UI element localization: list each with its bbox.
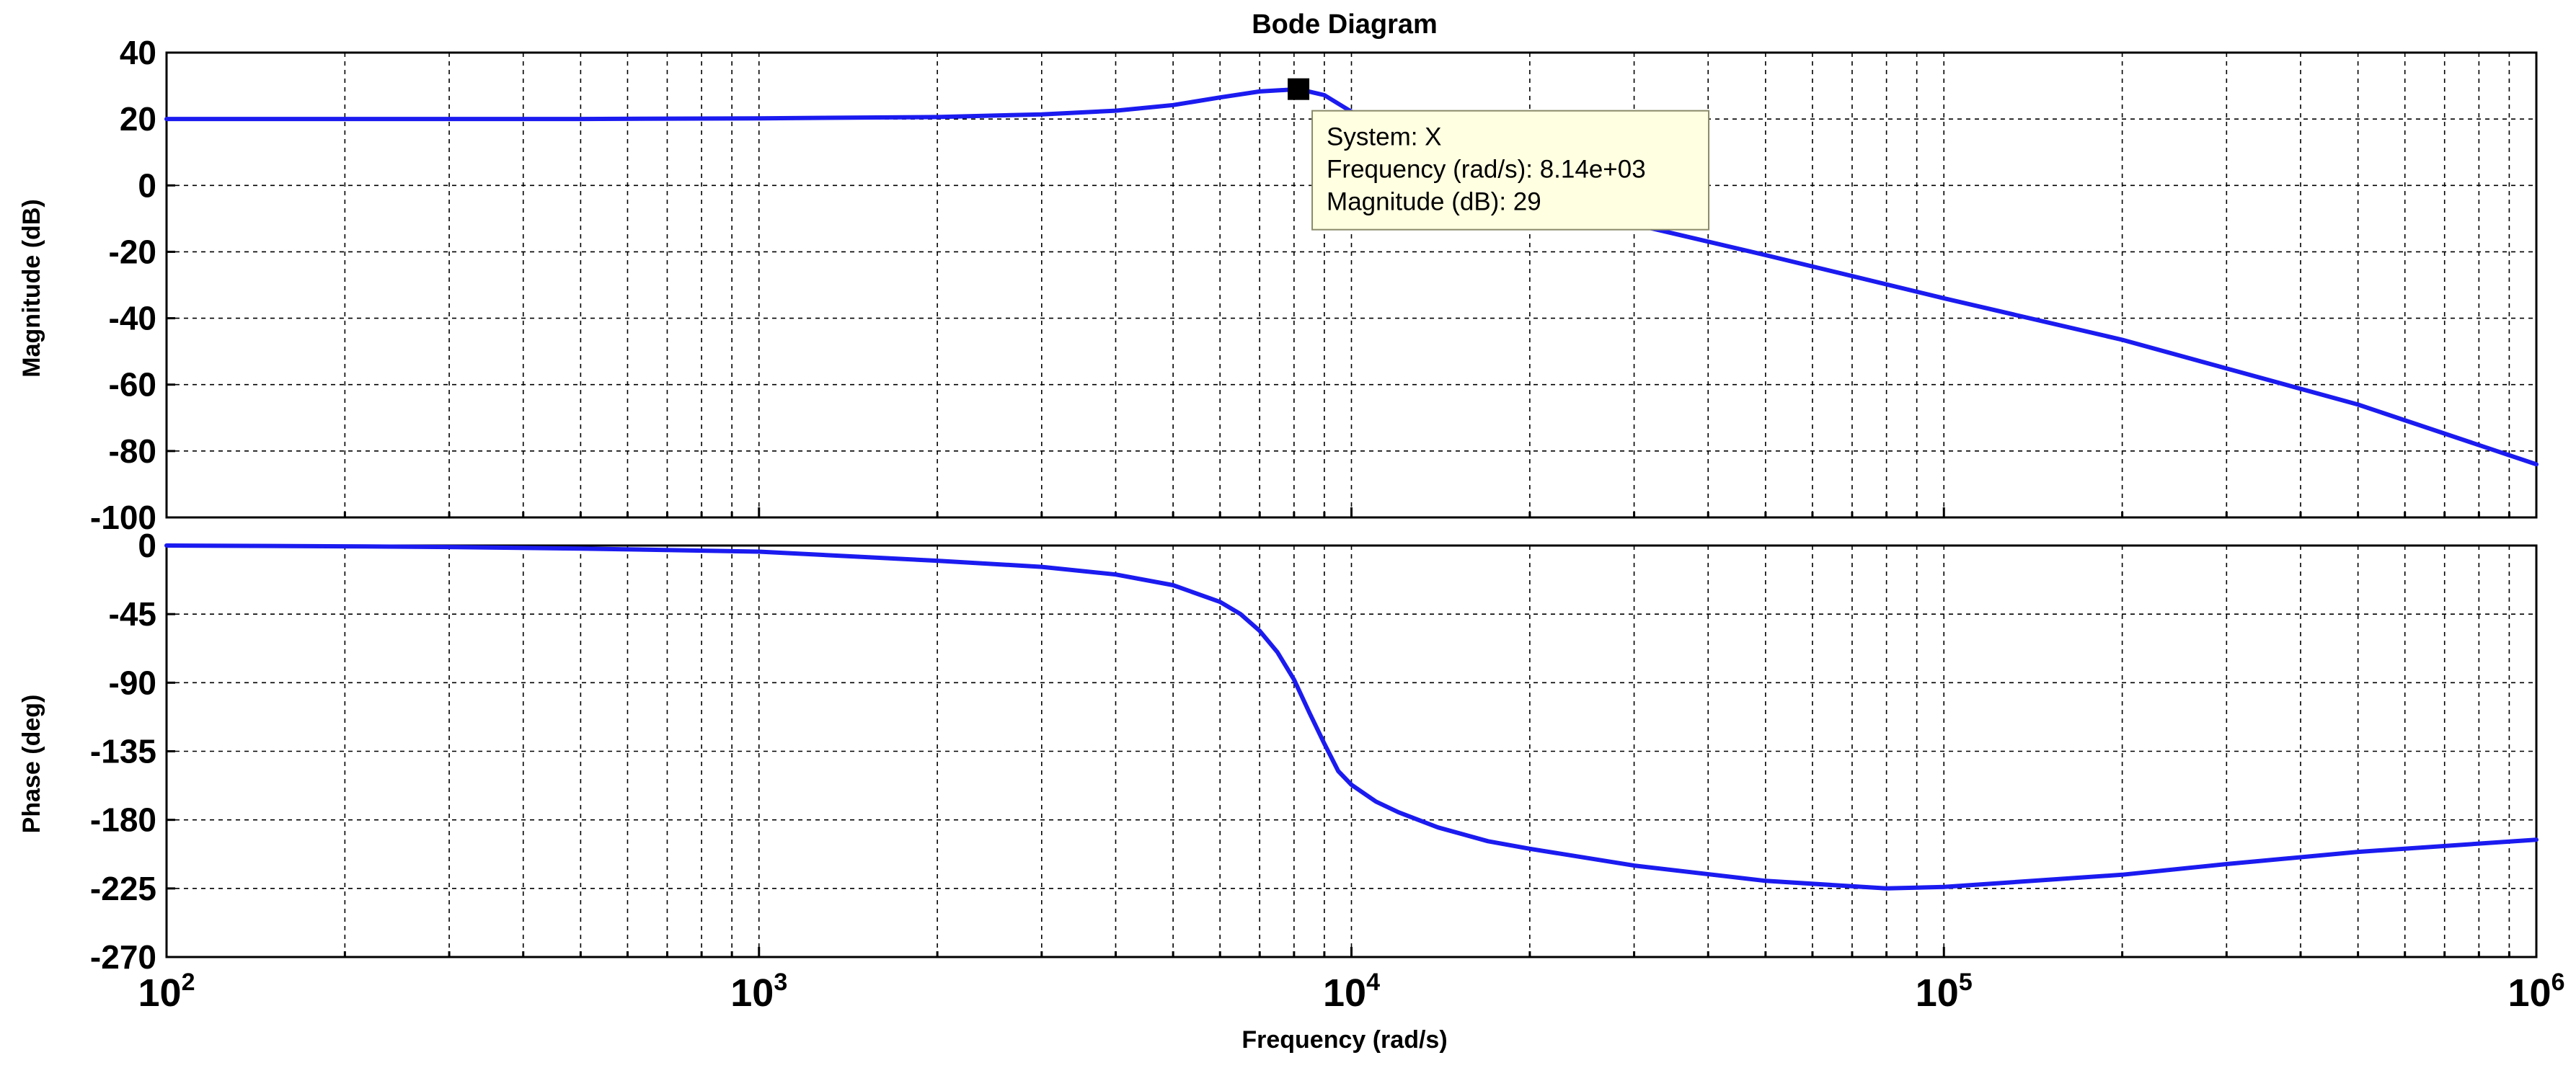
- phase-curve: [164, 543, 2539, 891]
- magnitude-ytick-label: 40: [120, 34, 156, 71]
- datatip-line: System: X: [1327, 123, 1441, 151]
- x-tick-label: 105: [1916, 969, 1973, 1015]
- magnitude-plot: 40 20 0 -20 -40 -60 -80 -100: [90, 34, 2539, 536]
- phase-axis-label: Phase (deg): [18, 695, 45, 834]
- phase-ytick-label: -45: [109, 595, 156, 633]
- magnitude-ytick-label: -20: [109, 233, 156, 270]
- magnitude-ytick-label: -60: [109, 366, 156, 404]
- x-tick-label: 102: [138, 969, 195, 1015]
- magnitude-axis-label: Magnitude (dB): [18, 199, 45, 377]
- phase-axes-frame: [165, 544, 2538, 958]
- magnitude-ytick-label: -100: [90, 499, 156, 536]
- x-tick-label: 103: [730, 969, 787, 1015]
- frequency-axis-label: Frequency (rad/s): [1241, 1026, 1447, 1054]
- phase-ytick-label: 0: [138, 527, 156, 564]
- datatip-line: Magnitude (dB): 29: [1327, 188, 1541, 216]
- phase-ytick-label: -135: [90, 733, 156, 770]
- datatip-line: Frequency (rad/s): 8.14e+03: [1327, 156, 1646, 184]
- datatip-marker: [1288, 78, 1310, 100]
- phase-ytick-label: -90: [109, 664, 156, 701]
- magnitude-axes-frame: [165, 51, 2538, 519]
- x-tick-label: 106: [2508, 969, 2565, 1015]
- phase-ytick-label: -270: [90, 938, 156, 976]
- datatip-box: [1311, 110, 1710, 231]
- x-tick-label: 104: [1323, 969, 1380, 1015]
- magnitude-curve: [164, 86, 2539, 467]
- phase-ytick-label: -180: [90, 801, 156, 839]
- datatip[interactable]: System: X Frequency (rad/s): 8.14e+03 Magn…: [1288, 78, 1710, 231]
- chart-title: Bode Diagram: [1252, 9, 1438, 40]
- phase-plot: 0 -45 -90 -135 -180 -225 -270: [90, 527, 2539, 976]
- magnitude-ytick-label: 0: [138, 166, 156, 204]
- magnitude-ytick-label: -40: [109, 300, 156, 337]
- magnitude-ytick-label: 20: [120, 100, 156, 138]
- frequency-tick-labels: 102 103 104 105 106: [138, 969, 2565, 1015]
- phase-ytick-label: -225: [90, 870, 156, 907]
- magnitude-ytick-label: -80: [109, 432, 156, 470]
